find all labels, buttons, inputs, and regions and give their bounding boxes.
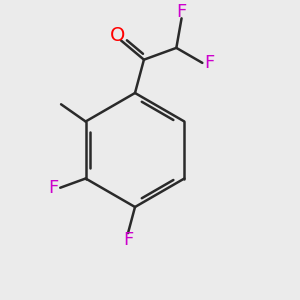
- Text: O: O: [110, 26, 126, 45]
- Text: F: F: [176, 3, 187, 21]
- Text: F: F: [49, 179, 59, 197]
- Text: F: F: [204, 54, 214, 72]
- Text: F: F: [123, 231, 133, 249]
